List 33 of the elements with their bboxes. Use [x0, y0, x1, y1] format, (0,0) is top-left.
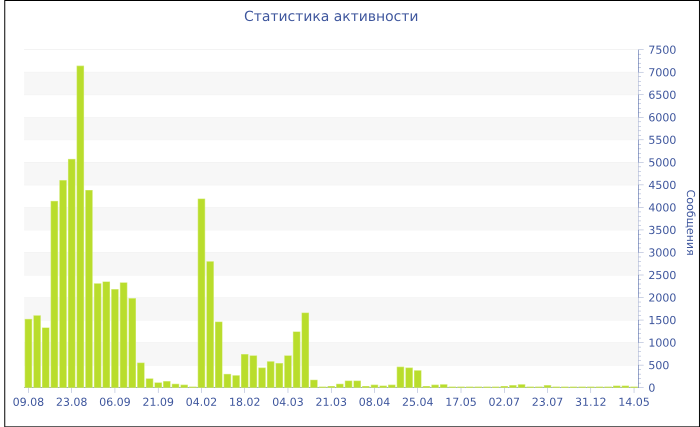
x-tick-label: 25.04	[402, 397, 433, 406]
chart-title: Статистика активности	[244, 10, 418, 21]
x-tick-label: 04.03	[272, 397, 303, 406]
x-tick-label: 23.07	[532, 397, 562, 406]
y-tick-label: 6000	[649, 112, 676, 122]
y-tick-label: 6500	[649, 90, 676, 99]
x-tick-label: 06.09	[100, 397, 130, 406]
y-tick-label: 4500	[648, 180, 676, 189]
y-tick-label: 2500	[649, 270, 676, 279]
y-tick-label: 5500	[649, 135, 676, 144]
x-tick-label: 04.02	[186, 397, 216, 406]
y-tick-label: 1000	[650, 338, 676, 347]
x-tick-label: 08.04	[359, 397, 390, 406]
y-axis-title: Сообщения	[685, 190, 696, 255]
y-tick-label: 5000	[649, 158, 676, 166]
y-tick-label: 4000	[648, 203, 676, 212]
y-tick-label: 500	[649, 360, 669, 370]
x-tick-label: 09.08	[13, 397, 44, 406]
x-tick-label: 14.05	[620, 397, 649, 406]
x-tick-label: 21.09	[143, 397, 174, 406]
y-tick-label: 3000	[649, 248, 676, 256]
x-tick-label: 17.05	[446, 397, 476, 406]
y-tick-label: 0	[649, 383, 655, 392]
y-tick-label: 2000	[649, 293, 676, 302]
x-tick-label: 02.07	[489, 397, 520, 406]
y-tick-label: 7000	[649, 68, 676, 76]
x-tick-label: 23.08	[56, 397, 87, 406]
y-tick-label: 3500	[649, 226, 676, 234]
y-tick-label: 7500	[649, 45, 676, 54]
x-tick-label: 18.02	[230, 397, 260, 406]
x-tick-label: 21.03	[316, 397, 346, 406]
y-tick-label: 1500	[650, 316, 676, 324]
x-tick-label: 31.12	[576, 397, 606, 406]
